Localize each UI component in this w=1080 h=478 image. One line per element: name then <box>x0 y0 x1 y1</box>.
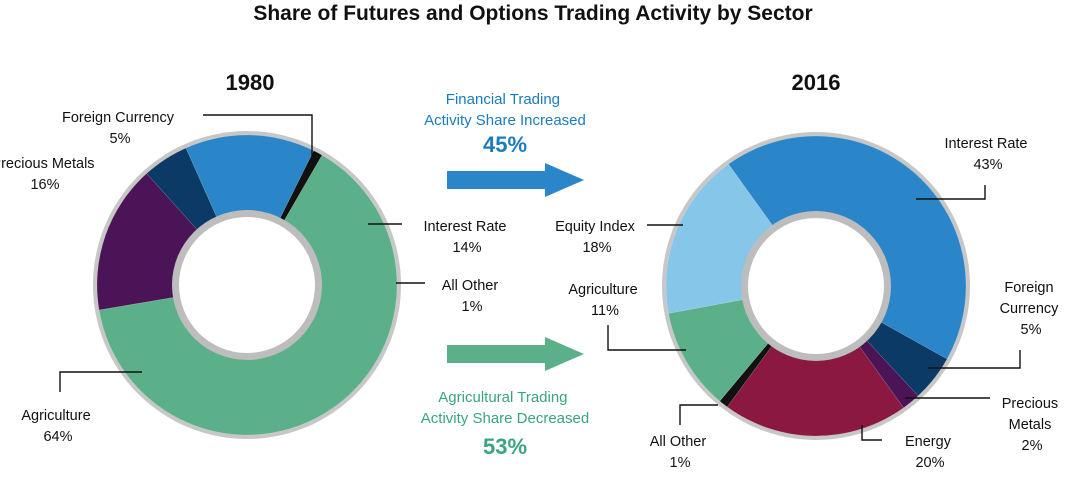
leader-1980-foreign-currency <box>203 114 313 162</box>
financial-annotation-value: 45% <box>483 132 527 157</box>
year-label-1980: 1980 <box>226 70 275 95</box>
leader-2016-foreign-currency <box>928 350 1021 369</box>
label-1980-agriculture: Agriculture 64% <box>21 408 94 445</box>
label-2016-precious-metals: Precious Metals 2% <box>1002 396 1062 454</box>
chart-title: Share of Futures and Options Trading Act… <box>253 2 812 25</box>
label-1980-all-other: All Other 1% <box>442 278 502 315</box>
label-2016-energy: Energy 20% <box>905 434 955 471</box>
label-2016-agriculture: Agriculture 11% <box>568 282 641 319</box>
donut-hole <box>748 218 884 354</box>
agricultural-annotation-text: Agricultural Trading Activity Share Decr… <box>421 389 589 427</box>
label-1980-precious-metals: Precious Metals 16% <box>0 156 99 193</box>
leader-2016-energy <box>861 425 882 441</box>
leader-2016-all-other <box>679 404 718 425</box>
financial-annotation-text: Financial Trading Activity Share Increas… <box>424 91 586 129</box>
leader-1980-agriculture <box>59 371 142 392</box>
label-2016-equity-index: Equity Index 18% <box>555 219 639 256</box>
donut-2016 <box>662 132 970 440</box>
agricultural-annotation-value: 53% <box>483 434 527 459</box>
leader-2016-agriculture <box>607 325 686 351</box>
label-2016-all-other: All Other 1% <box>650 434 710 471</box>
donut-1980 <box>93 131 401 439</box>
label-1980-interest-rate: Interest Rate 14% <box>423 219 510 256</box>
label-2016-interest-rate: Interest Rate 43% <box>944 136 1031 173</box>
label-1980-foreign-currency: Foreign Currency 5% <box>62 110 178 147</box>
donut-hole <box>179 217 315 353</box>
year-label-2016: 2016 <box>792 70 841 95</box>
agricultural-arrow <box>447 337 584 371</box>
financial-arrow <box>447 163 584 197</box>
label-2016-foreign-currency: Foreign Currency 5% <box>1000 280 1063 338</box>
leader-lines <box>59 114 1021 441</box>
leader-2016-interest-rate <box>916 185 986 200</box>
